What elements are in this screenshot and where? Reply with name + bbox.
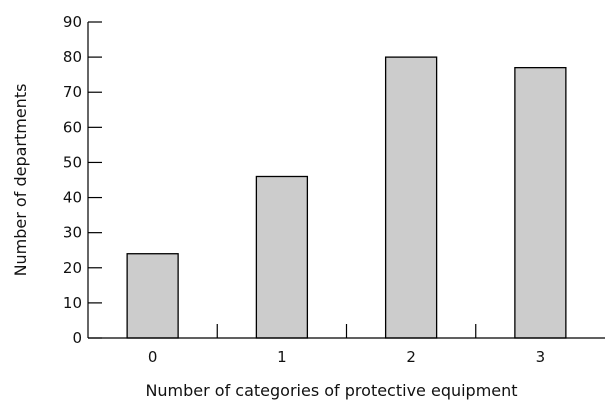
x-tick-label: 1 xyxy=(277,348,287,366)
y-tick-label: 40 xyxy=(63,189,82,207)
y-tick-label: 90 xyxy=(63,13,82,31)
x-tick-label: 0 xyxy=(148,348,158,366)
bar-3 xyxy=(514,66,567,339)
x-axis-ticks: 0 1 2 3 xyxy=(148,324,545,366)
x-tick-label: 2 xyxy=(406,348,416,366)
bar-2 xyxy=(384,56,438,339)
y-tick-label: 20 xyxy=(63,259,82,277)
x-tick-label: 3 xyxy=(536,348,546,366)
y-tick-label: 30 xyxy=(63,224,82,242)
y-tick-label: 10 xyxy=(63,294,82,312)
y-tick-label: 80 xyxy=(63,48,82,66)
y-axis-title: Number of departments xyxy=(11,84,30,277)
y-tick-label: 70 xyxy=(63,83,82,101)
bars xyxy=(126,56,567,339)
bar-0 xyxy=(126,253,179,339)
x-axis-title: Number of categories of protective equip… xyxy=(145,381,517,400)
y-tick-label: 50 xyxy=(63,153,82,171)
y-axis-ticks: 0 10 20 30 40 50 60 70 80 90 xyxy=(63,13,102,347)
y-tick-label: 0 xyxy=(72,329,82,347)
bar-1 xyxy=(255,175,309,339)
y-tick-label: 60 xyxy=(63,118,82,136)
